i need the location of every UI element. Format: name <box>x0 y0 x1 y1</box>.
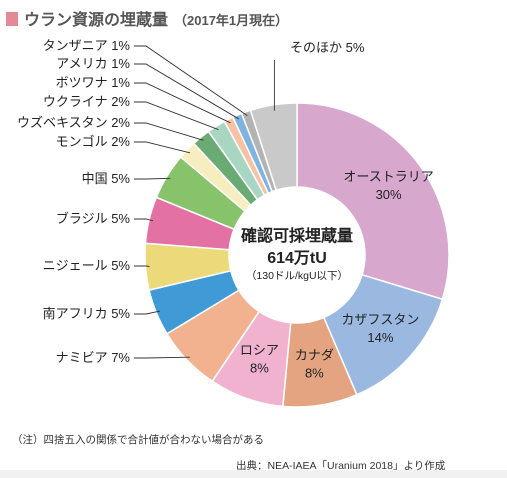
chart-title: ウラン資源の埋蔵量 <box>24 12 169 29</box>
slice-label-0: オーストラリア <box>343 169 433 184</box>
slice-label-10: ウズベキスタン 2% <box>17 115 130 130</box>
footer-band <box>0 470 507 478</box>
center-label-line3: （130ドル/kgU以下） <box>246 270 348 282</box>
slice-label-8: 中国 5% <box>82 171 131 186</box>
center-label-line2: 614万tU <box>267 250 327 267</box>
leader-line-7 <box>134 218 154 222</box>
leader-line-8 <box>134 177 171 180</box>
title-marker <box>6 12 18 26</box>
leader-line-5 <box>134 310 161 315</box>
source-credit: 出典：NEA-IAEA「Uranium 2018」より作成 <box>236 460 446 472</box>
slice-label-3: ロシア <box>240 343 279 358</box>
slice-label-14: タンザニア 1% <box>43 38 131 53</box>
slice-label-4: ナミビア 7% <box>56 350 131 365</box>
slice-label-11: ウクライナ 2% <box>43 94 131 109</box>
leader-line-13 <box>134 63 240 120</box>
leader-line-14 <box>134 45 248 116</box>
leader-line-10 <box>134 122 204 141</box>
slice-label-15: そのほか 5% <box>290 40 365 55</box>
slice-label-13: アメリカ 1% <box>56 56 130 71</box>
chart-header: ウラン資源の埋蔵量 （2017年1月現在） <box>6 6 288 30</box>
slice-label-9: モンゴル 2% <box>56 134 131 149</box>
slice-label-5: 南アフリカ 5% <box>43 306 131 321</box>
slice-label-2: カナダ <box>295 348 334 363</box>
leader-line-4 <box>134 356 190 359</box>
slice-label-6: ニジェール 5% <box>43 258 131 273</box>
slice-label-7: ブラジル 5% <box>56 211 131 226</box>
leader-line-9 <box>134 141 191 154</box>
chart-subtitle: （2017年1月現在） <box>174 13 289 28</box>
slice-value-0: 30% <box>376 187 402 202</box>
slice-value-2: 8% <box>305 366 324 381</box>
leader-line-11 <box>134 101 219 131</box>
center-label-line1: 確認可採埋蔵量 <box>241 226 353 245</box>
slice-15 <box>249 102 298 192</box>
leader-line-12 <box>134 82 231 124</box>
slice-label-12: ボツワナ 1% <box>56 75 131 90</box>
slice-label-1: カザフスタン <box>341 312 419 327</box>
footnote: （注）四捨五入の関係で合計値が合わない場合がある <box>12 434 264 446</box>
slice-0 <box>296 102 450 301</box>
slice-value-1: 14% <box>367 330 393 345</box>
slice-value-3: 8% <box>250 361 269 376</box>
